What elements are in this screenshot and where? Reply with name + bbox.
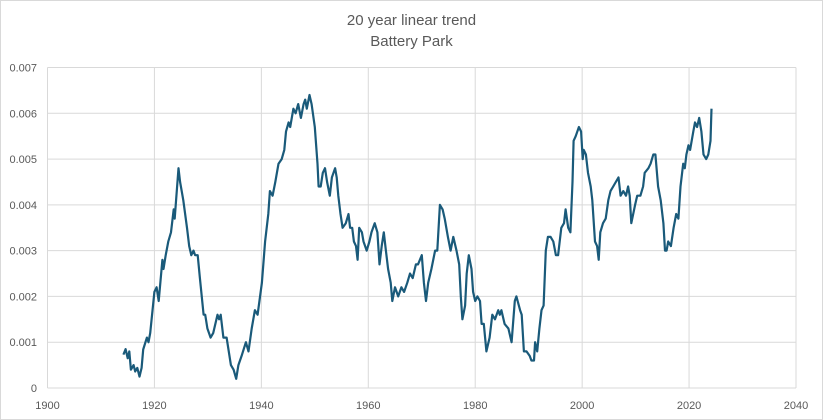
x-tick-label: 1960 bbox=[356, 400, 380, 412]
x-tick-label: 2020 bbox=[677, 400, 701, 412]
y-tick-label: 0.007 bbox=[9, 63, 37, 75]
x-tick-label: 1920 bbox=[142, 400, 166, 412]
x-tick-label: 2000 bbox=[570, 400, 594, 412]
x-tick-label: 1900 bbox=[35, 400, 59, 412]
y-tick-label: 0.001 bbox=[9, 337, 37, 349]
chart-subtitle: Battery Park bbox=[370, 33, 453, 50]
y-tick-label: 0.003 bbox=[9, 246, 37, 258]
series-line bbox=[122, 93, 713, 380]
x-tick-label: 1980 bbox=[463, 400, 487, 412]
x-tick-label: 2040 bbox=[784, 400, 808, 412]
y-tick-label: 0.004 bbox=[9, 200, 37, 212]
y-tick-label: 0.005 bbox=[9, 154, 37, 166]
chart-title: 20 year linear trend bbox=[346, 12, 477, 29]
y-tick-label: 0.002 bbox=[9, 291, 37, 303]
y-tick-label: 0.006 bbox=[9, 108, 37, 120]
y-tick-label: 0 bbox=[31, 383, 37, 395]
x-tick-label: 1940 bbox=[249, 400, 273, 412]
